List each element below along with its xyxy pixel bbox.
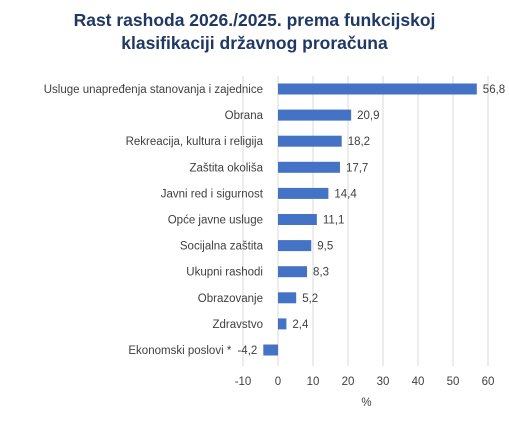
category-label: Opće javne usluge [168,215,263,227]
chart-title-line-1: Rast rashoda 2026./2025. prema funkcijsk… [73,10,436,30]
bar [278,187,329,199]
category-label: Usluge unapređenja stanovanja i zajednic… [44,84,263,96]
x-tick-label: 60 [482,376,495,388]
category-label: Zaštita okoliša [189,162,263,174]
data-label: 11,1 [323,215,345,227]
chart-title: Rast rashoda 2026./2025. prema funkcijsk… [0,9,509,55]
x-tick-label: 10 [307,376,320,388]
data-label: 5,2 [302,293,318,305]
data-label: 17,7 [346,162,368,174]
bar [278,214,317,225]
bar [278,292,297,304]
category-label: Obrazovanje [198,293,263,305]
data-label: 14,4 [334,188,357,200]
x-tick-label: -10 [235,376,252,388]
x-tick-label: 0 [275,376,281,388]
data-label: -4,2 [237,345,257,357]
bar [278,240,312,252]
category-label: Ukupni rashodi [186,267,263,279]
bar [278,266,308,278]
category-label: Javni red i sigurnost [161,188,264,200]
bar [263,344,278,356]
x-tick-label: 20 [342,376,355,388]
x-tick-label: 40 [412,376,425,388]
x-tick-label: 50 [447,376,460,388]
bar [278,135,342,147]
bar [278,83,477,95]
category-label: Obrana [225,110,264,122]
category-label: Zdravstvo [213,319,264,331]
data-label: 20,9 [357,110,379,122]
bar [278,318,287,330]
bar [278,109,352,121]
data-label: 8,3 [313,267,329,279]
data-label: 9,5 [317,241,333,253]
category-label: Ekonomski poslovi * [128,345,231,357]
bar [278,161,340,173]
x-axis-title: % [361,397,371,409]
data-label: 56,8 [483,84,505,96]
category-label: Rekreacija, kultura i religija [126,136,264,148]
category-label: Socijalna zaštita [180,241,264,253]
x-tick-label: 30 [377,376,390,388]
chart-title-line-2: klasifikaciji državnog proračuna [121,33,388,53]
data-label: 18,2 [348,136,370,148]
data-label: 2,4 [292,319,309,331]
